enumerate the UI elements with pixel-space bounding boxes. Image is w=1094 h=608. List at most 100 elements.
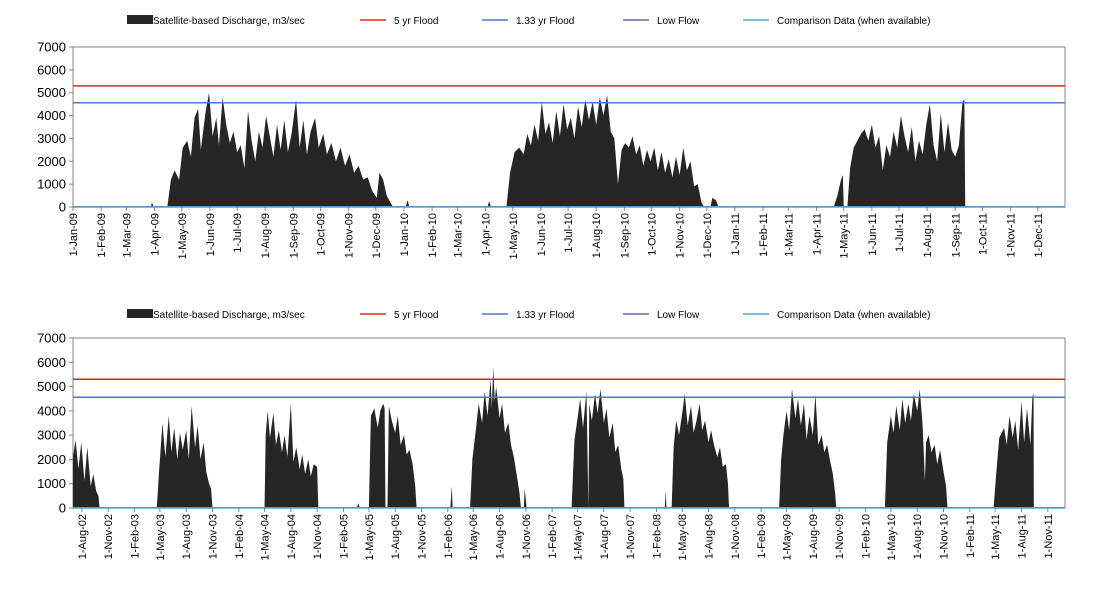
- x-tick-label: 1-Aug-08: [704, 514, 716, 559]
- legend-label: Low Flow: [657, 16, 700, 27]
- discharge-area: [150, 92, 966, 207]
- x-tick-label: 1-May-08: [677, 514, 689, 560]
- legend-label: Comparison Data (when available): [777, 310, 930, 321]
- x-tick-label: 1-May-11: [990, 514, 1002, 560]
- x-tick-label: 1-Nov-04: [312, 514, 324, 559]
- legend-label: 5 yr Flood: [394, 16, 438, 27]
- x-tick-label: 1-Jul-10: [563, 213, 575, 253]
- x-tick-label: 1-Nov-10: [939, 514, 951, 559]
- legend-label: Low Flow: [657, 310, 700, 321]
- legend-label: 1.33 yr Flood: [516, 16, 574, 27]
- x-tick-label: 1-Feb-08: [651, 514, 663, 559]
- x-tick-label: 1-Mar-10: [452, 213, 464, 258]
- y-tick-label: 7000: [37, 40, 66, 55]
- x-tick-label: 1-Jul-09: [232, 213, 244, 253]
- chart-1: Satellite-based Discharge, m3/sec 5 yr Fl…: [37, 15, 1066, 259]
- x-tick-label: 1-Nov-09: [344, 213, 356, 258]
- x-tick-label: 1-Jun-09: [205, 213, 217, 256]
- x-tick-label: 1-Aug-10: [591, 213, 603, 258]
- x-tick-label: 1-Nov-06: [521, 514, 533, 559]
- y-tick-label: 1000: [37, 476, 66, 491]
- x-tick-label: 1-Jul-11: [894, 213, 906, 252]
- legend-label: 5 yr Flood: [394, 310, 438, 321]
- x-tick-label: 1-Feb-05: [338, 514, 350, 559]
- x-tick-label: 1-May-10: [508, 213, 520, 259]
- x-tick-label: 1-Feb-09: [96, 213, 108, 258]
- x-tick-label: 1-Nov-11: [1006, 213, 1018, 257]
- legend-label: 1.33 yr Flood: [516, 310, 574, 321]
- y-tick-label: 3000: [37, 131, 66, 146]
- y-tick-label: 5000: [37, 85, 66, 100]
- x-tick-label: 1-Jan-09: [68, 213, 80, 256]
- x-tick-label: 1-Feb-10: [860, 514, 872, 559]
- legend-label: Satellite-based Discharge, m3/sec: [153, 310, 305, 321]
- x-tick-label: 1-Nov-07: [625, 514, 637, 559]
- y-tick-label: 4000: [37, 108, 66, 123]
- x-tick-label: 1-Aug-09: [808, 514, 820, 559]
- y-tick-label: 0: [59, 501, 66, 516]
- discharge-area: [73, 367, 1034, 508]
- y-tick-label: 3000: [37, 428, 66, 443]
- x-tick-label: 1-Aug-02: [77, 514, 89, 559]
- x-tick-label: 1-Aug-10: [912, 514, 924, 559]
- x-tick-label: 1-Jan-10: [399, 213, 411, 256]
- x-tick-label: 1-Oct-10: [647, 213, 659, 256]
- x-tick-label: 1-Jun-10: [536, 213, 548, 256]
- x-tick-label: 1-Feb-11: [758, 213, 770, 257]
- x-tick-label: 1-Jan-11: [730, 213, 742, 256]
- x-tick-label: 1-Sep-10: [619, 213, 631, 258]
- x-tick-label: 1-Nov-11: [1043, 514, 1055, 558]
- x-tick-label: 1-May-04: [260, 514, 272, 560]
- y-tick-label: 2000: [37, 154, 66, 169]
- x-tick-label: 1-May-11: [839, 213, 851, 259]
- x-tick-label: 1-Nov-03: [208, 514, 220, 559]
- legend-swatch: [127, 15, 153, 24]
- x-tick-label: 1-Aug-09: [260, 213, 272, 258]
- legend-label: Comparison Data (when available): [777, 16, 930, 27]
- legend: Satellite-based Discharge, m3/sec 5 yr Fl…: [127, 309, 930, 321]
- x-tick-label: 1-May-10: [886, 514, 898, 560]
- x-tick-label: 1-Feb-07: [547, 514, 559, 559]
- x-tick-label: 1-Aug-03: [181, 514, 193, 559]
- x-tick-label: 1-Aug-06: [495, 514, 507, 559]
- x-tick-label: 1-Nov-08: [730, 514, 742, 559]
- x-tick-label: 1-Nov-02: [103, 514, 115, 559]
- y-tick-label: 7000: [37, 331, 66, 346]
- legend-label: Satellite-based Discharge, m3/sec: [153, 16, 305, 27]
- x-tick-label: 1-May-09: [782, 514, 794, 560]
- x-tick-label: 1-Feb-11: [965, 514, 977, 558]
- y-tick-label: 1000: [37, 177, 66, 192]
- legend-swatch: [127, 309, 153, 318]
- x-tick-label: 1-Dec-09: [371, 213, 383, 258]
- x-tick-label: 1-Apr-11: [812, 213, 824, 255]
- x-tick-label: 1-May-05: [364, 514, 376, 560]
- x-tick-label: 1-Mar-09: [121, 213, 133, 258]
- x-tick-label: 1-Feb-03: [129, 514, 141, 559]
- y-tick-label: 2000: [37, 452, 66, 467]
- x-tick-label: 1-May-07: [573, 514, 585, 560]
- x-tick-label: 1-Aug-11: [922, 213, 934, 257]
- y-tick-label: 4000: [37, 403, 66, 418]
- x-tick-label: 1-Feb-06: [443, 514, 455, 559]
- x-tick-label: 1-Feb-09: [756, 514, 768, 559]
- legend: Satellite-based Discharge, m3/sec 5 yr Fl…: [127, 15, 930, 27]
- x-tick-label: 1-May-09: [177, 213, 189, 259]
- x-tick-label: 1-Oct-11: [977, 213, 989, 255]
- y-tick-label: 0: [59, 200, 66, 215]
- x-tick-label: 1-May-03: [155, 514, 167, 560]
- x-tick-label: 1-Apr-09: [150, 213, 162, 256]
- chart-2: Satellite-based Discharge, m3/sec 5 yr Fl…: [37, 309, 1066, 560]
- x-tick-label: 1-Oct-09: [316, 213, 328, 256]
- y-tick-label: 5000: [37, 379, 66, 394]
- x-tick-label: 1-Feb-10: [427, 213, 439, 258]
- x-tick-label: 1-Nov-05: [416, 514, 428, 559]
- x-tick-label: 1-Sep-11: [950, 213, 962, 257]
- x-tick-label: 1-Aug-04: [286, 514, 298, 559]
- x-tick-label: 1-Dec-11: [1033, 213, 1045, 257]
- x-tick-label: 1-Feb-04: [234, 514, 246, 559]
- x-tick-label: 1-May-06: [468, 514, 480, 560]
- y-tick-label: 6000: [37, 62, 66, 77]
- x-tick-label: 1-Apr-10: [481, 213, 493, 256]
- x-tick-label: 1-Dec-10: [702, 213, 714, 258]
